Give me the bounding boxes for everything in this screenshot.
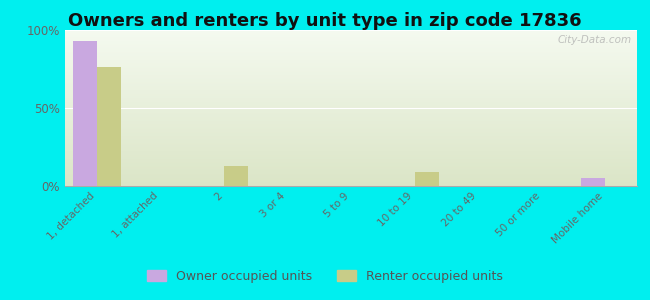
Legend: Owner occupied units, Renter occupied units: Owner occupied units, Renter occupied un…: [142, 265, 508, 288]
Text: Owners and renters by unit type in zip code 17836: Owners and renters by unit type in zip c…: [68, 12, 582, 30]
Text: City-Data.com: City-Data.com: [557, 35, 631, 45]
Bar: [73, 41, 97, 186]
Bar: [97, 68, 121, 186]
Bar: [415, 172, 439, 186]
Bar: [581, 178, 605, 186]
Bar: [224, 166, 248, 186]
